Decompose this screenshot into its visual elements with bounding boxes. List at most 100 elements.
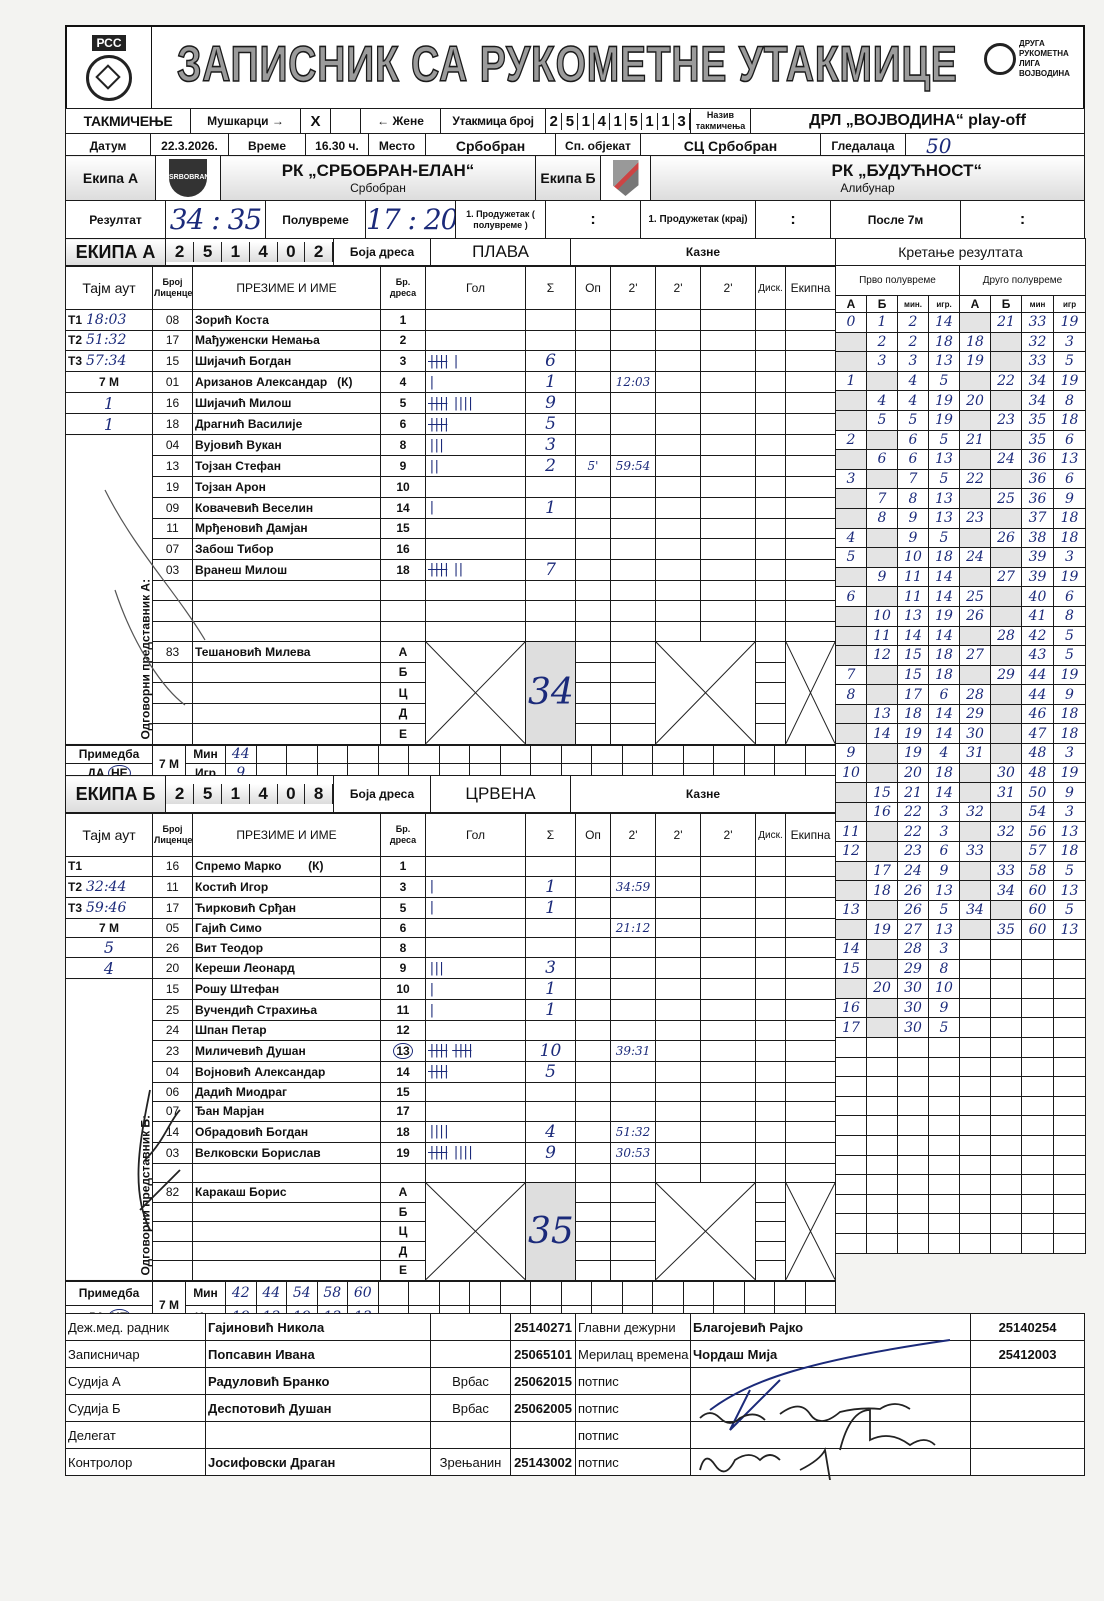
progress-row: 6 6 13 24 36 13 <box>835 449 1087 470</box>
suspension-2 <box>655 1039 701 1062</box>
first-half-player: 8 <box>928 958 960 980</box>
suspension-3 <box>700 999 756 1021</box>
second-half-minute: 35 <box>1021 429 1054 451</box>
first-half-player <box>928 1095 960 1117</box>
official-role: Делегат <box>65 1421 206 1449</box>
official-license <box>152 1201 193 1222</box>
suspension-1 <box>610 600 656 622</box>
team-penalty <box>785 371 836 393</box>
suspension-3 <box>700 600 756 622</box>
first-half-minute: 30 <box>897 997 929 1019</box>
competition-label: ТАКМИЧЕЊЕ <box>65 108 191 134</box>
first-half-minute: 30 <box>897 978 929 999</box>
suspension-2 <box>655 1081 701 1102</box>
second-half-score-a <box>959 1056 991 1078</box>
official-code: 25062015 <box>510 1367 576 1395</box>
jersey-number: 13 <box>380 1039 426 1062</box>
suspension-2 <box>655 896 701 919</box>
first-half-score-a: 11 <box>835 821 867 843</box>
second-half-score-b: 27 <box>990 566 1022 588</box>
first-half-score-a <box>835 488 867 509</box>
first-half-score-a <box>835 351 867 372</box>
player-row: 1 16 Шијачић Милош 5 |||| |||| 9 <box>65 392 836 414</box>
first-half-score-b: 14 <box>866 723 898 745</box>
second-half-player: 13 <box>1052 449 1087 470</box>
second-half-score-a: 27 <box>959 645 991 666</box>
timeout-header: Тајм аут <box>65 266 153 310</box>
second-half-score-a <box>959 1036 991 1058</box>
league-logo: ДРУГА РУКОМЕТНА ЛИГА ВОЈВОДИНА <box>984 39 1075 79</box>
official-name <box>205 1421 431 1449</box>
remark-minute: 44 <box>225 744 257 764</box>
license-number: 15 <box>152 350 193 372</box>
second-half-score-b <box>990 684 1022 705</box>
progress-row <box>835 1213 1087 1234</box>
team-penalty <box>785 558 836 581</box>
second-half-score-b <box>990 899 1022 921</box>
suspension-3 <box>700 856 756 877</box>
first-half-score-b <box>866 743 898 764</box>
official-name <box>192 661 381 683</box>
official-letter: Д <box>380 1240 426 1261</box>
goal-total <box>525 620 576 642</box>
after-7m-label: После 7м <box>830 200 961 239</box>
goal-total <box>525 517 576 539</box>
first-half-score-b <box>866 821 898 843</box>
progress-row: 3 3 13 19 33 5 <box>835 351 1087 372</box>
progress-row: 5 5 19 23 35 18 <box>835 409 1087 431</box>
progress-row: 8 17 6 28 44 9 <box>835 684 1087 705</box>
official-code <box>510 1421 576 1449</box>
suspension-2 <box>655 600 701 622</box>
official-row: Деж.мед. радник Гајиновић Никола 25140271 Г… <box>65 1313 1085 1341</box>
official-name <box>192 702 381 724</box>
warning <box>575 1120 611 1143</box>
suspension-2 <box>655 1141 701 1164</box>
second-half-minute <box>1021 978 1054 999</box>
first-half-score-a <box>835 625 867 647</box>
team-penalty <box>785 579 836 601</box>
official-license: 83 <box>152 641 193 663</box>
progress-row <box>835 1056 1087 1078</box>
suspension-1: 30:53 <box>610 1141 656 1164</box>
suspension-2 <box>655 309 701 331</box>
first-half-score-a <box>835 1056 867 1078</box>
disqualification <box>755 392 786 414</box>
first-half-minute: 20 <box>897 762 929 784</box>
first-half-minute: 9 <box>897 507 929 529</box>
match-number-digit: 2 <box>546 112 563 130</box>
progress-col-header: игр <box>1052 295 1087 313</box>
first-half-minute <box>897 1193 929 1215</box>
first-half-player: 13 <box>928 919 960 940</box>
first-half-player: 13 <box>928 488 960 509</box>
second-half-minute: 36 <box>1021 449 1054 470</box>
first-half-player: 5 <box>928 468 960 490</box>
goal-tally <box>425 1162 526 1183</box>
suspension-1 <box>610 517 656 539</box>
first-half-player: 6 <box>928 841 960 862</box>
second-half-minute: 36 <box>1021 468 1054 490</box>
goals-crossed <box>425 1182 526 1281</box>
second-half-score-b <box>990 331 1022 353</box>
license-number: 11 <box>152 517 193 539</box>
license-number: 13 <box>152 455 193 477</box>
first-half-score-a <box>835 978 867 999</box>
suspension-2 <box>655 455 701 477</box>
disqualification <box>755 1039 786 1062</box>
second-half-player: 19 <box>1052 664 1087 686</box>
second-half-score-b <box>990 1174 1022 1195</box>
team-code-digit: 5 <box>193 784 222 804</box>
jersey-number: 12 <box>380 1020 426 1041</box>
second-half-score-a <box>959 978 991 999</box>
women-label: ← Жене <box>360 108 441 134</box>
first-half-score-a: 0 <box>835 312 867 333</box>
goal-tally: | <box>425 371 526 393</box>
first-half-minute: 6 <box>897 449 929 470</box>
suspension-1 <box>610 413 656 435</box>
first-half-score-a <box>835 1134 867 1156</box>
goal-tally <box>425 856 526 877</box>
team-penalty <box>785 600 836 622</box>
second-half-score-b <box>990 1017 1022 1038</box>
first-half-minute: 7 <box>897 468 929 490</box>
first-half-score-b <box>866 370 898 392</box>
team-penalty <box>785 434 836 456</box>
